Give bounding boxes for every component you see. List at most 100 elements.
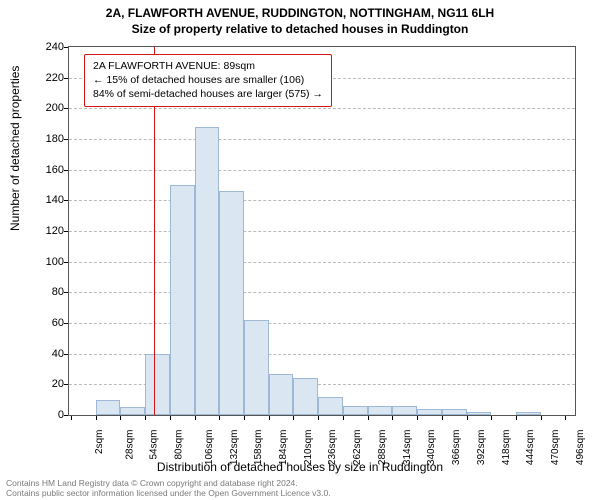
- y-axis-label: Number of detached properties: [8, 66, 22, 231]
- histogram-bar: [269, 374, 294, 415]
- gridline: [69, 292, 575, 293]
- y-tick-label: 180: [34, 133, 64, 145]
- histogram-bar: [219, 191, 244, 415]
- y-tick-label: 120: [34, 225, 64, 237]
- x-tick-mark: [145, 416, 146, 420]
- x-tick-mark: [565, 416, 566, 420]
- x-tick-mark: [96, 416, 97, 420]
- x-tick-mark: [491, 416, 492, 420]
- chart-title-line1: 2A, FLAWFORTH AVENUE, RUDDINGTON, NOTTIN…: [0, 0, 600, 20]
- x-tick-mark: [195, 416, 196, 420]
- legend-line: 2A FLAWFORTH AVENUE: 89sqm: [93, 59, 323, 73]
- x-tick-mark: [516, 416, 517, 420]
- histogram-bar: [170, 185, 195, 415]
- x-tick-label: 80sqm: [174, 430, 185, 460]
- x-tick-label: 28sqm: [124, 430, 135, 460]
- x-tick-mark: [392, 416, 393, 420]
- histogram-bar: [318, 397, 343, 415]
- x-tick-label: 340sqm: [426, 430, 437, 466]
- y-tick-mark: [64, 170, 68, 171]
- x-tick-label: 132sqm: [229, 430, 240, 466]
- y-tick-label: 20: [34, 378, 64, 390]
- y-tick-mark: [64, 231, 68, 232]
- y-tick-mark: [64, 415, 68, 416]
- x-tick-mark: [269, 416, 270, 420]
- y-tick-mark: [64, 384, 68, 385]
- x-tick-mark: [219, 416, 220, 420]
- histogram-bar: [442, 409, 467, 415]
- x-tick-label: 288sqm: [377, 430, 388, 466]
- histogram-bar: [96, 400, 121, 415]
- y-tick-label: 160: [34, 164, 64, 176]
- histogram-bar: [516, 412, 541, 415]
- y-tick-mark: [64, 108, 68, 109]
- x-tick-label: 210sqm: [303, 430, 314, 466]
- y-tick-mark: [64, 78, 68, 79]
- y-tick-label: 60: [34, 317, 64, 329]
- gridline: [69, 170, 575, 171]
- gridline: [69, 262, 575, 263]
- x-tick-label: 470sqm: [550, 430, 561, 466]
- histogram-bar: [195, 127, 220, 415]
- x-tick-label: 54sqm: [149, 430, 160, 460]
- x-tick-mark: [417, 416, 418, 420]
- y-tick-label: 140: [34, 194, 64, 206]
- x-tick-label: 444sqm: [525, 430, 536, 466]
- x-tick-label: 236sqm: [328, 430, 339, 466]
- gridline: [69, 323, 575, 324]
- chart-root: 2A, FLAWFORTH AVENUE, RUDDINGTON, NOTTIN…: [0, 0, 600, 500]
- y-tick-label: 40: [34, 348, 64, 360]
- gridline: [69, 200, 575, 201]
- y-tick-mark: [64, 323, 68, 324]
- y-tick-label: 220: [34, 72, 64, 84]
- footer-line-1: Contains HM Land Registry data © Crown c…: [6, 478, 331, 488]
- histogram-bar: [244, 320, 269, 415]
- x-tick-mark: [120, 416, 121, 420]
- legend-line: 84% of semi-detached houses are larger (…: [93, 87, 323, 101]
- x-tick-mark: [368, 416, 369, 420]
- x-tick-mark: [343, 416, 344, 420]
- gridline: [69, 139, 575, 140]
- x-tick-mark: [244, 416, 245, 420]
- histogram-bar: [417, 409, 442, 415]
- histogram-bar: [120, 407, 145, 415]
- legend-box: 2A FLAWFORTH AVENUE: 89sqm← 15% of detac…: [84, 54, 332, 107]
- histogram-bar: [145, 354, 170, 415]
- x-tick-label: 418sqm: [501, 430, 512, 466]
- y-tick-mark: [64, 47, 68, 48]
- x-tick-mark: [71, 416, 72, 420]
- y-tick-mark: [64, 292, 68, 293]
- y-tick-label: 80: [34, 286, 64, 298]
- footer-attribution: Contains HM Land Registry data © Crown c…: [6, 478, 331, 498]
- legend-line: ← 15% of detached houses are smaller (10…: [93, 73, 323, 87]
- y-tick-label: 240: [34, 41, 64, 53]
- x-tick-label: 496sqm: [575, 430, 586, 466]
- x-tick-label: 262sqm: [352, 430, 363, 466]
- histogram-bar: [293, 378, 318, 415]
- x-tick-mark: [170, 416, 171, 420]
- x-tick-label: 106sqm: [204, 430, 215, 466]
- y-tick-mark: [64, 354, 68, 355]
- footer-line-2: Contains public sector information licen…: [6, 488, 331, 498]
- y-tick-label: 0: [34, 409, 64, 421]
- y-tick-mark: [64, 139, 68, 140]
- histogram-bar: [467, 412, 492, 415]
- chart-title-line2: Size of property relative to detached ho…: [0, 20, 600, 36]
- x-tick-label: 2sqm: [94, 430, 105, 454]
- x-tick-label: 184sqm: [278, 430, 289, 466]
- y-tick-mark: [64, 262, 68, 263]
- x-tick-mark: [467, 416, 468, 420]
- y-tick-label: 200: [34, 102, 64, 114]
- x-tick-mark: [293, 416, 294, 420]
- histogram-bar: [343, 406, 368, 415]
- y-tick-mark: [64, 200, 68, 201]
- x-tick-label: 366sqm: [451, 430, 462, 466]
- gridline: [69, 108, 575, 109]
- histogram-bar: [392, 406, 417, 415]
- y-tick-label: 100: [34, 256, 64, 268]
- x-tick-mark: [541, 416, 542, 420]
- x-tick-label: 314sqm: [402, 430, 413, 466]
- gridline: [69, 231, 575, 232]
- x-tick-mark: [318, 416, 319, 420]
- x-tick-mark: [442, 416, 443, 420]
